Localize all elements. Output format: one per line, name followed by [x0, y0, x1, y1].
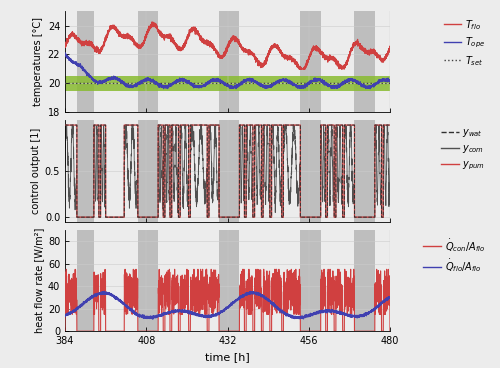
Bar	[219, 230, 240, 331]
Y-axis label: heat flow rate [W/m²]: heat flow rate [W/m²]	[34, 228, 43, 333]
Bar	[300, 120, 320, 222]
Bar	[219, 120, 240, 222]
Bar	[354, 11, 375, 112]
Bar	[138, 230, 158, 331]
Y-axis label: temperatures [°C]: temperatures [°C]	[34, 17, 43, 106]
Bar	[219, 11, 240, 112]
Bar	[65, 76, 390, 91]
Y-axis label: control output [1]: control output [1]	[30, 128, 40, 214]
Legend: $T_{flo}$, $T_{ope}$, $T_{set}$: $T_{flo}$, $T_{ope}$, $T_{set}$	[440, 14, 489, 71]
Bar	[138, 120, 158, 222]
Legend: $y_{wat}$, $y_{com}$, $y_{pum}$: $y_{wat}$, $y_{com}$, $y_{pum}$	[437, 123, 489, 176]
Bar	[77, 120, 94, 222]
Bar	[354, 230, 375, 331]
Bar	[138, 11, 158, 112]
Legend: $\dot{Q}_{con}/A_{flo}$, $\dot{Q}_{flo}/A_{flo}$: $\dot{Q}_{con}/A_{flo}$, $\dot{Q}_{flo}/…	[420, 233, 489, 278]
Bar	[77, 230, 94, 331]
Bar	[300, 230, 320, 331]
Bar	[77, 11, 94, 112]
Bar	[300, 11, 320, 112]
Bar	[354, 120, 375, 222]
X-axis label: time [h]: time [h]	[205, 351, 250, 362]
